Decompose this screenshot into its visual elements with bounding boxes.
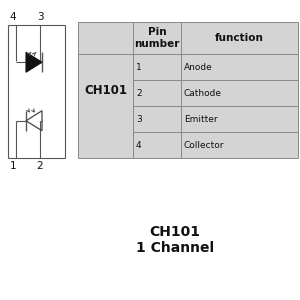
Text: Cathode: Cathode — [184, 88, 222, 98]
Text: function: function — [215, 33, 264, 43]
Text: 2: 2 — [37, 161, 43, 171]
Bar — [78, 22, 298, 158]
Text: 1: 1 — [136, 62, 142, 71]
Text: 4: 4 — [136, 140, 142, 149]
Text: 1 Channel: 1 Channel — [136, 241, 214, 255]
Text: 3: 3 — [136, 115, 142, 124]
Text: Anode: Anode — [184, 62, 213, 71]
Text: Emitter: Emitter — [184, 115, 218, 124]
Text: 3: 3 — [37, 12, 43, 22]
Text: CH101: CH101 — [149, 225, 200, 239]
Text: 2: 2 — [136, 88, 142, 98]
Text: Pin
number: Pin number — [134, 27, 180, 49]
Text: Collector: Collector — [184, 140, 224, 149]
Text: CH101: CH101 — [84, 83, 127, 97]
Text: 4: 4 — [10, 12, 16, 22]
Text: 1: 1 — [10, 161, 16, 171]
Polygon shape — [26, 52, 42, 72]
